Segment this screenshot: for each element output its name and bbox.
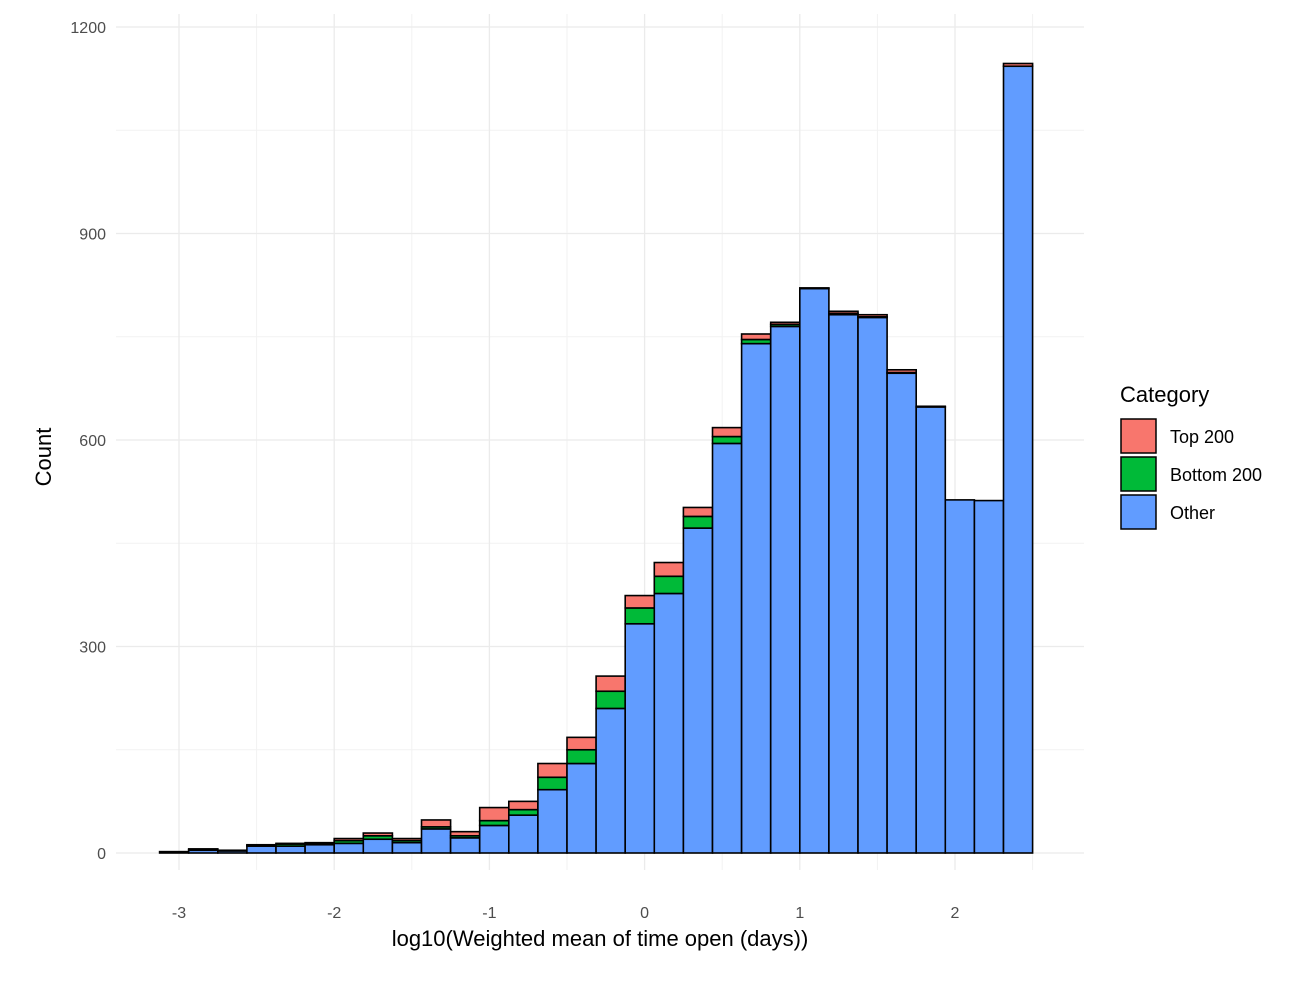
bar-other: [973, 499, 1005, 854]
bar-bottom-200: [682, 515, 714, 529]
bar-top-200: [507, 800, 539, 811]
bar-top-200: [828, 310, 859, 315]
bar-other: [886, 372, 917, 854]
y-tick-label: 900: [79, 227, 106, 244]
bar-other: [537, 788, 568, 854]
bar-top-200: [275, 842, 306, 845]
legend-title: Category: [1120, 382, 1209, 407]
bar-top-200: [798, 287, 830, 290]
bar-other: [769, 325, 801, 854]
bar-top-200: [682, 506, 714, 518]
bar-top-200: [217, 849, 248, 852]
bar-top-200: [537, 762, 568, 779]
y-tick-label: 600: [79, 433, 106, 450]
bar-other: [333, 842, 365, 854]
bar-bottom-200: [653, 575, 685, 595]
bar-top-200: [304, 841, 336, 845]
bar-top-200: [391, 837, 423, 842]
bar-other: [449, 837, 481, 854]
bar-other: [362, 838, 394, 854]
bar-other: [1002, 65, 1034, 854]
x-tick-label: 1: [795, 905, 804, 922]
legend-item-other: Other: [1120, 494, 1215, 530]
bar-other: [246, 845, 277, 854]
bar-other: [507, 814, 539, 854]
bar-other: [158, 850, 190, 854]
bar-top-200: [740, 333, 772, 341]
y-axis-title: Count: [31, 428, 56, 487]
bar-other: [595, 707, 626, 854]
legend-key-other: [1120, 494, 1157, 530]
bar-top-200: [478, 806, 510, 822]
legend-item-bottom-200: Bottom 200: [1120, 456, 1262, 492]
bar-other: [711, 442, 743, 854]
bar-top-200: [653, 561, 685, 578]
bar-bottom-200: [711, 435, 743, 445]
bar-bottom-200: [507, 808, 539, 816]
bar-other: [857, 316, 888, 854]
bar-other: [275, 845, 306, 854]
bar-other: [740, 342, 772, 854]
bar-top-200: [333, 837, 365, 842]
x-tick-label: 0: [640, 905, 649, 922]
bar-other: [391, 841, 423, 854]
legend: Category Top 200 Bottom 200 Other: [1120, 382, 1262, 530]
x-tick-label: -2: [327, 905, 341, 922]
bar-bottom-200: [566, 748, 597, 765]
x-tick-labels: -3 -2 -1 0 1 2: [172, 905, 960, 922]
bar-top-200: [246, 843, 277, 847]
legend-label-top-200: Top 200: [1170, 427, 1234, 447]
bar-top-200: [886, 368, 917, 374]
bar-other: [624, 622, 656, 854]
bar-top-200: [711, 426, 743, 438]
bar-top-200: [420, 819, 452, 828]
bar-other: [828, 313, 859, 854]
legend-label-other: Other: [1170, 503, 1215, 523]
bar-other: [304, 843, 336, 854]
bar-other: [944, 499, 976, 854]
x-axis-title: log10(Weighted mean of time open (days)): [392, 926, 809, 951]
y-tick-label: 300: [79, 640, 106, 657]
x-tick-label: 2: [951, 905, 960, 922]
legend-key-top-200: [1120, 418, 1157, 454]
bar-bottom-200: [537, 776, 568, 791]
bar-other: [798, 287, 830, 854]
bar-other: [420, 828, 452, 854]
bars: [158, 62, 1034, 854]
bar-other: [682, 527, 714, 854]
bar-top-200: [1002, 62, 1034, 68]
x-tick-label: -3: [172, 905, 186, 922]
bar-top-200: [769, 321, 801, 326]
legend-item-top-200: Top 200: [1120, 418, 1234, 454]
bar-top-200: [915, 405, 947, 408]
bar-top-200: [624, 594, 656, 609]
legend-label-bottom-200: Bottom 200: [1170, 465, 1262, 485]
bar-top-200: [595, 675, 626, 693]
bar-top-200: [449, 830, 481, 837]
bar-other: [566, 762, 597, 854]
bar-top-200: [187, 848, 219, 851]
bar-bottom-200: [624, 607, 656, 625]
legend-key-bottom-200: [1120, 456, 1157, 492]
x-tick-label: -1: [482, 905, 496, 922]
y-tick-label: 0: [97, 846, 106, 863]
bar-other: [478, 824, 510, 854]
bar-top-200: [566, 736, 597, 751]
y-tick-label: 1200: [70, 20, 106, 37]
y-tick-labels: 0 300 600 900 1200: [70, 20, 106, 863]
bar-top-200: [362, 832, 394, 837]
bar-bottom-200: [595, 690, 626, 710]
bar-top-200: [857, 313, 888, 318]
bar-other: [653, 592, 685, 854]
bar-other: [915, 406, 947, 854]
